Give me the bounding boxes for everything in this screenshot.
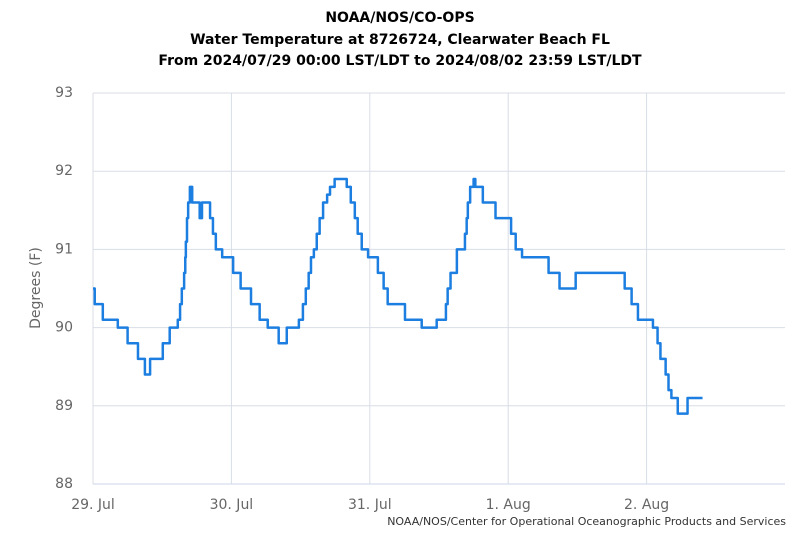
chart-title: NOAA/NOS/CO-OPS [325, 10, 474, 26]
y-tick-label: 88 [55, 476, 73, 492]
y-tick-label: 89 [55, 398, 73, 414]
y-tick-label: 93 [55, 85, 73, 101]
y-tick-label: 92 [55, 163, 73, 179]
credit: NOAA/NOS/Center for Operational Oceanogr… [387, 515, 786, 528]
chart-title: From 2024/07/29 00:00 LST/LDT to 2024/08… [158, 53, 642, 69]
y-tick-label: 90 [55, 320, 73, 336]
chart-title: Water Temperature at 8726724, Clearwater… [190, 32, 610, 48]
x-tick-label: 1. Aug [486, 497, 531, 513]
y-axis-label: Degrees (F) [28, 247, 44, 329]
x-tick-label: 2. Aug [624, 497, 669, 513]
x-tick-label: 31. Jul [348, 497, 392, 513]
data-line [93, 177, 703, 415]
x-tick-label: 30. Jul [210, 497, 254, 513]
x-tick-label: 29. Jul [71, 497, 115, 513]
y-tick-label: 91 [55, 241, 73, 257]
